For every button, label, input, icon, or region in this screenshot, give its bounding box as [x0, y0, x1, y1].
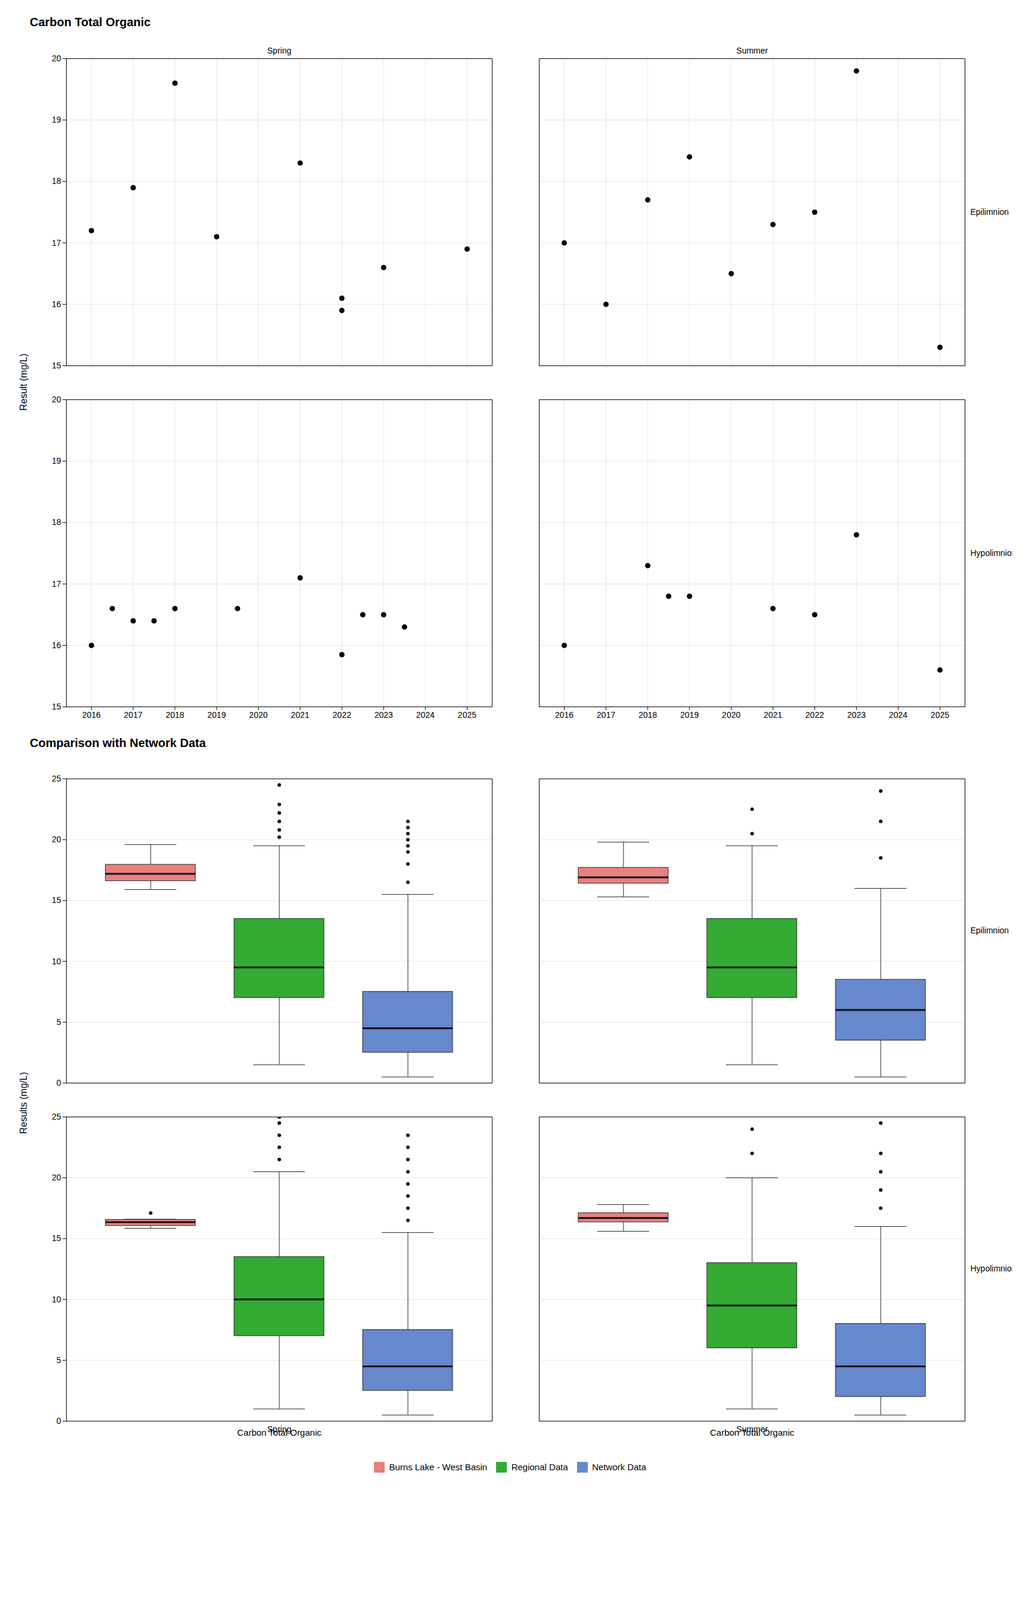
svg-text:2016: 2016 — [82, 710, 101, 720]
svg-text:0: 0 — [56, 1078, 62, 1088]
svg-text:18: 18 — [51, 517, 62, 528]
svg-text:2025: 2025 — [930, 710, 950, 720]
svg-text:2023: 2023 — [847, 710, 866, 720]
svg-text:2016: 2016 — [554, 710, 574, 720]
svg-text:2020: 2020 — [721, 710, 741, 720]
svg-text:Epilimnion: Epilimnion — [970, 207, 1010, 217]
svg-text:5: 5 — [56, 1017, 62, 1028]
svg-text:2024: 2024 — [416, 710, 435, 720]
svg-text:15: 15 — [51, 360, 62, 371]
html-text:Regional Data: Regional Data — [511, 1462, 568, 1473]
svg-text:2019: 2019 — [207, 710, 226, 720]
svg-text:2023: 2023 — [374, 710, 394, 720]
svg-text:2017: 2017 — [596, 710, 616, 720]
svg-text:19: 19 — [51, 456, 62, 466]
html-text:Carbon Total Organic: Carbon Total Organic — [29, 15, 151, 29]
svg-text:2019: 2019 — [680, 710, 699, 720]
svg-text:2017: 2017 — [123, 710, 143, 720]
svg-text:Hypolimnion: Hypolimnion — [970, 1264, 1013, 1274]
svg-text:0: 0 — [56, 1416, 62, 1427]
svg-text:20: 20 — [51, 53, 62, 64]
svg-text:2018: 2018 — [165, 710, 185, 720]
svg-text:10: 10 — [51, 956, 62, 967]
svg-text:5: 5 — [56, 1355, 62, 1366]
svg-text:25: 25 — [51, 774, 62, 784]
svg-text:2021: 2021 — [763, 710, 782, 720]
html-text:Network Data: Network Data — [592, 1462, 647, 1473]
svg-text:2021: 2021 — [290, 710, 310, 720]
svg-text:2025: 2025 — [457, 710, 477, 720]
svg-text:19: 19 — [51, 114, 62, 125]
svg-text:2022: 2022 — [332, 710, 352, 720]
svg-text:Carbon Total Organic: Carbon Total Organic — [709, 1427, 795, 1439]
svg-text:17: 17 — [51, 238, 62, 248]
html-text:Burns Lake - West Basin: Burns Lake - West Basin — [389, 1462, 488, 1473]
svg-text:Spring: Spring — [267, 45, 292, 56]
svg-text:2024: 2024 — [889, 710, 908, 720]
svg-text:Carbon Total Organic: Carbon Total Organic — [237, 1427, 322, 1439]
svg-text:Summer: Summer — [736, 45, 769, 56]
svg-text:10: 10 — [51, 1295, 62, 1305]
svg-text:20: 20 — [51, 834, 62, 845]
svg-text:20: 20 — [51, 394, 62, 405]
svg-text:16: 16 — [51, 640, 62, 651]
svg-text:18: 18 — [51, 176, 62, 186]
svg-text:2020: 2020 — [248, 710, 268, 720]
svg-text:15: 15 — [51, 702, 62, 712]
svg-text:15: 15 — [51, 895, 62, 906]
svg-text:15: 15 — [51, 1233, 62, 1244]
svg-text:2022: 2022 — [805, 710, 825, 720]
svg-text:Epilimnion: Epilimnion — [970, 925, 1010, 936]
svg-text:20: 20 — [51, 1173, 62, 1183]
svg-text:16: 16 — [51, 299, 62, 310]
html-text:Results (mg/L): Results (mg/L) — [18, 1072, 29, 1135]
html-text:Result (mg/L): Result (mg/L) — [18, 353, 29, 411]
html-text:Comparison with Network Data: Comparison with Network Data — [29, 736, 206, 750]
svg-text:25: 25 — [51, 1112, 62, 1122]
svg-text:Hypolimnion: Hypolimnion — [970, 548, 1013, 558]
svg-text:17: 17 — [51, 579, 62, 589]
svg-text:2018: 2018 — [638, 710, 657, 720]
